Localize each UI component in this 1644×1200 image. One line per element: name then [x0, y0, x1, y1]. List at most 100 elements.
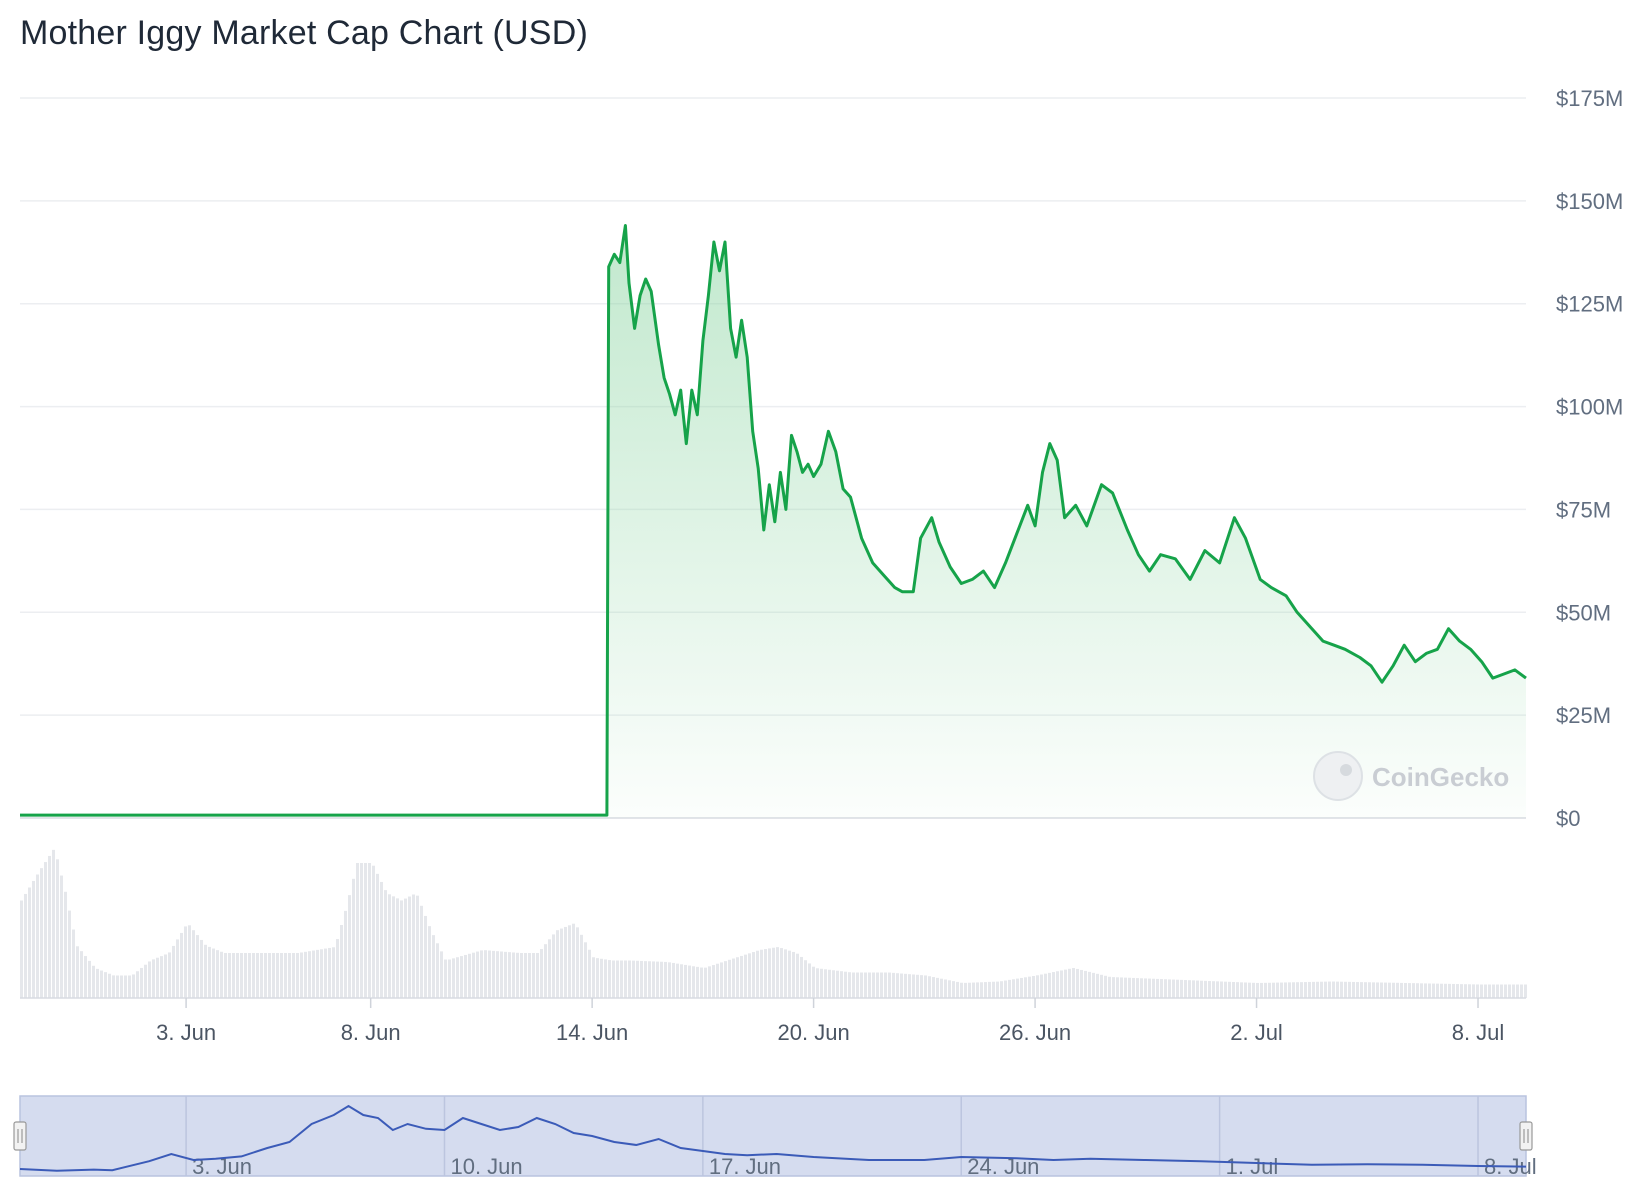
market-cap-fill — [20, 225, 1526, 818]
volume-bar — [172, 945, 175, 998]
volume-bar — [212, 948, 215, 998]
volume-bar — [1452, 983, 1455, 998]
volume-bar — [1076, 968, 1079, 998]
volume-bar — [136, 971, 139, 998]
volume-bar — [880, 972, 883, 998]
volume-bar — [1396, 982, 1399, 998]
volume-bar — [1332, 981, 1335, 998]
volume-bar — [528, 953, 531, 998]
volume-bar — [1220, 981, 1223, 998]
volume-bar — [496, 951, 499, 998]
volume-bar — [1404, 982, 1407, 998]
volume-bar — [1356, 982, 1359, 998]
volume-bar — [876, 972, 879, 998]
volume-bar — [1144, 978, 1147, 998]
volume-bar — [1044, 973, 1047, 998]
volume-bar — [724, 961, 727, 998]
volume-bar — [152, 959, 155, 998]
volume-bar — [1416, 983, 1419, 998]
x-tick-label: 8. Jun — [341, 1020, 401, 1045]
volume-bar — [1308, 981, 1311, 998]
navigator-left-handle[interactable] — [13, 1121, 27, 1151]
volume-bar — [416, 895, 419, 998]
volume-bar — [812, 966, 815, 998]
volume-bar — [992, 981, 995, 998]
volume-bar — [840, 971, 843, 998]
volume-bar — [620, 960, 623, 998]
volume-bar — [1240, 982, 1243, 998]
volume-bar — [1368, 982, 1371, 998]
volume-bar — [1244, 982, 1247, 998]
volume-bar — [204, 944, 207, 998]
volume-bar — [772, 947, 775, 998]
x-tick-label: 20. Jun — [778, 1020, 850, 1045]
volume-bar — [456, 957, 459, 998]
volume-bar — [1384, 982, 1387, 998]
volume-bar — [928, 976, 931, 998]
volume-bar — [692, 966, 695, 998]
volume-bar — [228, 953, 231, 998]
volume-bar — [824, 969, 827, 998]
volume-bar — [156, 957, 159, 998]
volume-bar — [96, 968, 99, 998]
volume-bar — [132, 974, 135, 998]
volume-bar — [872, 972, 875, 998]
volume-bar — [1520, 984, 1523, 998]
volume-bar — [316, 949, 319, 998]
volume-bar — [320, 949, 323, 998]
volume-bar — [1060, 970, 1063, 998]
y-tick-label: $175M — [1556, 86, 1623, 111]
volume-bar — [336, 939, 339, 998]
volume-bar — [596, 958, 599, 998]
volume-bar — [1252, 982, 1255, 998]
volume-bar — [1232, 982, 1235, 998]
volume-bar — [808, 963, 811, 998]
volume-bar — [676, 963, 679, 998]
volume-bar — [1016, 978, 1019, 998]
volume-bar — [800, 956, 803, 998]
volume-bar — [848, 972, 851, 998]
volume-bar — [576, 927, 579, 998]
volume-bar — [896, 973, 899, 998]
volume-bar — [1228, 981, 1231, 998]
volume-bar — [1300, 982, 1303, 998]
volume-bar — [396, 898, 399, 998]
volume-bar — [280, 953, 283, 998]
volume-bar — [792, 951, 795, 998]
volume-bar — [232, 953, 235, 998]
volume-bar — [520, 953, 523, 998]
volume-bar — [512, 952, 515, 998]
y-tick-label: $25M — [1556, 703, 1611, 728]
volume-bar — [160, 956, 163, 998]
volume-bar — [492, 950, 495, 998]
volume-bar — [352, 878, 355, 998]
volume-bar — [328, 947, 331, 998]
volume-bar — [1064, 969, 1067, 998]
volume-bar — [76, 946, 79, 998]
volume-bar — [832, 970, 835, 998]
navigator-right-handle[interactable] — [1519, 1121, 1533, 1151]
volume-bar — [32, 880, 35, 998]
y-tick-label: $150M — [1556, 189, 1623, 214]
volume-bar — [532, 953, 535, 998]
volume-bar — [1312, 981, 1315, 998]
volume-bar — [140, 967, 143, 998]
volume-bar — [388, 894, 391, 998]
volume-bar — [948, 980, 951, 998]
navigator-line — [19, 1104, 1527, 1172]
volume-bar — [240, 953, 243, 998]
volume-bar — [384, 890, 387, 998]
volume-bar — [440, 951, 443, 998]
volume-bar — [864, 972, 867, 998]
volume-bar — [616, 960, 619, 998]
volume-bar — [1156, 978, 1159, 998]
volume-bar — [1084, 970, 1087, 998]
volume-bar — [1216, 981, 1219, 998]
volume-bar — [572, 923, 575, 998]
volume-bar — [80, 951, 83, 998]
range-navigator: 3. Jun 10. Jun 17. Jun 24. Jun 1. Jul 8. Jul — [13, 1095, 1537, 1179]
volume-bar — [464, 954, 467, 998]
volume-bar — [1472, 984, 1475, 998]
volume-bar — [1304, 982, 1307, 998]
volume-bar — [1196, 980, 1199, 998]
